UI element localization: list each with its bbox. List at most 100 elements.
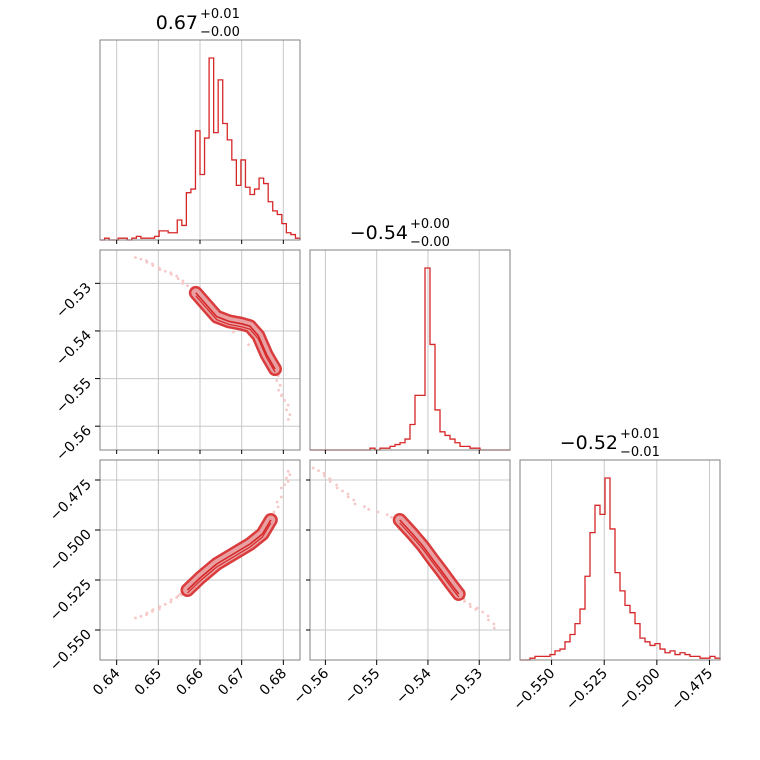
p02-scatter-point bbox=[275, 500, 279, 504]
p02-contour-inner bbox=[186, 519, 272, 591]
p12-scatter-point bbox=[385, 513, 389, 517]
p02-scatter-point bbox=[272, 510, 276, 514]
hist1-title-minus: −0.00 bbox=[410, 235, 450, 250]
p01-scatter-point bbox=[158, 268, 162, 272]
p12-scatter-point bbox=[492, 622, 496, 626]
p01-ytick-label-0: −0.53 bbox=[53, 280, 95, 322]
p02-scatter-point bbox=[163, 602, 167, 606]
p02-scatter-point bbox=[145, 611, 149, 615]
corner-panels bbox=[95, 39, 721, 665]
p01-scatter-point bbox=[288, 413, 292, 417]
p01-ytick-label-3: −0.56 bbox=[53, 423, 95, 465]
p01-scatter-point bbox=[176, 277, 180, 280]
p12-scatter-point bbox=[475, 606, 479, 610]
hist0-title-value: 0.67 bbox=[156, 12, 198, 34]
p12-scatter-point bbox=[322, 471, 326, 475]
p02-scatter-point bbox=[288, 473, 292, 477]
p12-scatter-point bbox=[346, 492, 350, 496]
p12-scatter-point bbox=[363, 505, 366, 509]
p01-scatter-point bbox=[285, 408, 288, 412]
p02-xtick-label-3: 0.67 bbox=[215, 666, 248, 699]
p02-scatter-point bbox=[283, 483, 287, 487]
p01-scatter-point bbox=[139, 257, 143, 261]
p12-scatter-point bbox=[390, 515, 393, 519]
p12-scatter-point bbox=[328, 477, 332, 481]
p12-scatter-point bbox=[328, 479, 332, 483]
p12-scatter-point bbox=[322, 474, 326, 478]
p12-scatter-point bbox=[492, 626, 496, 630]
p12-scatter-point bbox=[317, 469, 320, 473]
p02-xtick-label-0: 0.64 bbox=[90, 665, 123, 698]
p02-scatter-point bbox=[286, 469, 290, 473]
p01-scatter-point bbox=[134, 256, 137, 259]
p12-frame bbox=[309, 459, 511, 661]
p01-contour-inner bbox=[195, 292, 276, 370]
hist1-frame bbox=[309, 249, 511, 451]
p02-xtick-label-4: 0.68 bbox=[257, 666, 290, 699]
hist2-title-minus: −0.01 bbox=[620, 445, 660, 460]
hist0-bars bbox=[100, 57, 301, 241]
hist2-xtick-label-1: −0.525 bbox=[563, 666, 611, 714]
hist2-xtick-label-0: −0.550 bbox=[510, 666, 558, 714]
hist1-title-plus: +0.00 bbox=[410, 217, 450, 232]
p01-scatter-point bbox=[186, 284, 189, 288]
p01-scatter-point bbox=[181, 279, 185, 283]
p01-scatter-point bbox=[283, 398, 287, 402]
p02-scatter-point bbox=[285, 476, 288, 480]
p12-scatter-point bbox=[376, 510, 380, 514]
p01-scatter-point bbox=[279, 394, 283, 398]
p12-xtick-label-2: −0.54 bbox=[393, 665, 435, 707]
p02-scatter-point bbox=[276, 505, 280, 509]
hist2-frame bbox=[519, 459, 721, 661]
p02-xtick-label-2: 0.66 bbox=[173, 665, 206, 698]
p12-scatter-point bbox=[352, 498, 356, 502]
p12-scatter-point bbox=[367, 507, 371, 511]
p01-scatter-point bbox=[145, 260, 149, 264]
p02-ytick-label-2: −0.525 bbox=[47, 577, 95, 625]
p02-scatter-point bbox=[151, 608, 155, 612]
p01-scatter-point bbox=[275, 379, 279, 382]
p02-scatter-point bbox=[158, 605, 162, 609]
p12-scatter-point bbox=[468, 605, 472, 609]
p01-scatter-point bbox=[169, 272, 173, 276]
hist1-bars bbox=[310, 267, 510, 451]
p02-scatter-point bbox=[157, 607, 161, 611]
p01-scatter-point bbox=[232, 330, 235, 334]
p12-xtick-label-1: −0.55 bbox=[342, 666, 384, 708]
p12-scatter-point bbox=[346, 495, 350, 499]
p01-scatter-point bbox=[278, 383, 282, 387]
p02-scatter-point bbox=[176, 594, 180, 598]
p12-scatter-point bbox=[335, 483, 339, 487]
p12-xtick-label-3: −0.53 bbox=[444, 666, 486, 708]
p02-scatter-point bbox=[279, 495, 283, 499]
hist2-bars bbox=[520, 477, 721, 661]
hist2-title-value: −0.52 bbox=[560, 432, 618, 454]
hist0-title-minus: −0.00 bbox=[200, 25, 240, 40]
p01-scatter-point bbox=[277, 388, 280, 392]
p01-scatter-point bbox=[247, 343, 251, 347]
p12-scatter-point bbox=[487, 618, 490, 622]
p01-scatter-point bbox=[151, 264, 155, 267]
hist2-title-plus: +0.01 bbox=[620, 427, 660, 442]
p02-ytick-label-3: −0.550 bbox=[47, 627, 95, 675]
p02-scatter-point bbox=[178, 592, 182, 596]
p01-scatter-point bbox=[286, 403, 290, 407]
p12-scatter-point bbox=[341, 489, 344, 493]
p02-ytick-label-0: −0.475 bbox=[47, 477, 95, 525]
p02-contour-level bbox=[187, 522, 272, 594]
p01-scatter-point bbox=[286, 418, 290, 421]
p12-scatter-point bbox=[486, 614, 490, 618]
hist0-title-plus: +0.01 bbox=[200, 7, 240, 22]
p12-xtick-label-0: −0.56 bbox=[291, 665, 333, 707]
p12-scatter-point bbox=[311, 466, 315, 470]
p01-ytick-label-1: −0.54 bbox=[53, 327, 95, 369]
corner-labels: 0.67 +0.01−0.00−0.54 +0.00−0.00−0.52 +0.01−… bbox=[47, 7, 716, 713]
p12-scatter-point bbox=[335, 486, 339, 490]
p12-scatter-point bbox=[481, 610, 485, 614]
p02-ytick-label-1: −0.500 bbox=[47, 527, 95, 575]
p02-scatter-point bbox=[279, 486, 283, 490]
hist1-title-value: −0.54 bbox=[350, 222, 408, 244]
p01-contour-level bbox=[195, 295, 276, 373]
p02-scatter-point bbox=[169, 598, 173, 602]
